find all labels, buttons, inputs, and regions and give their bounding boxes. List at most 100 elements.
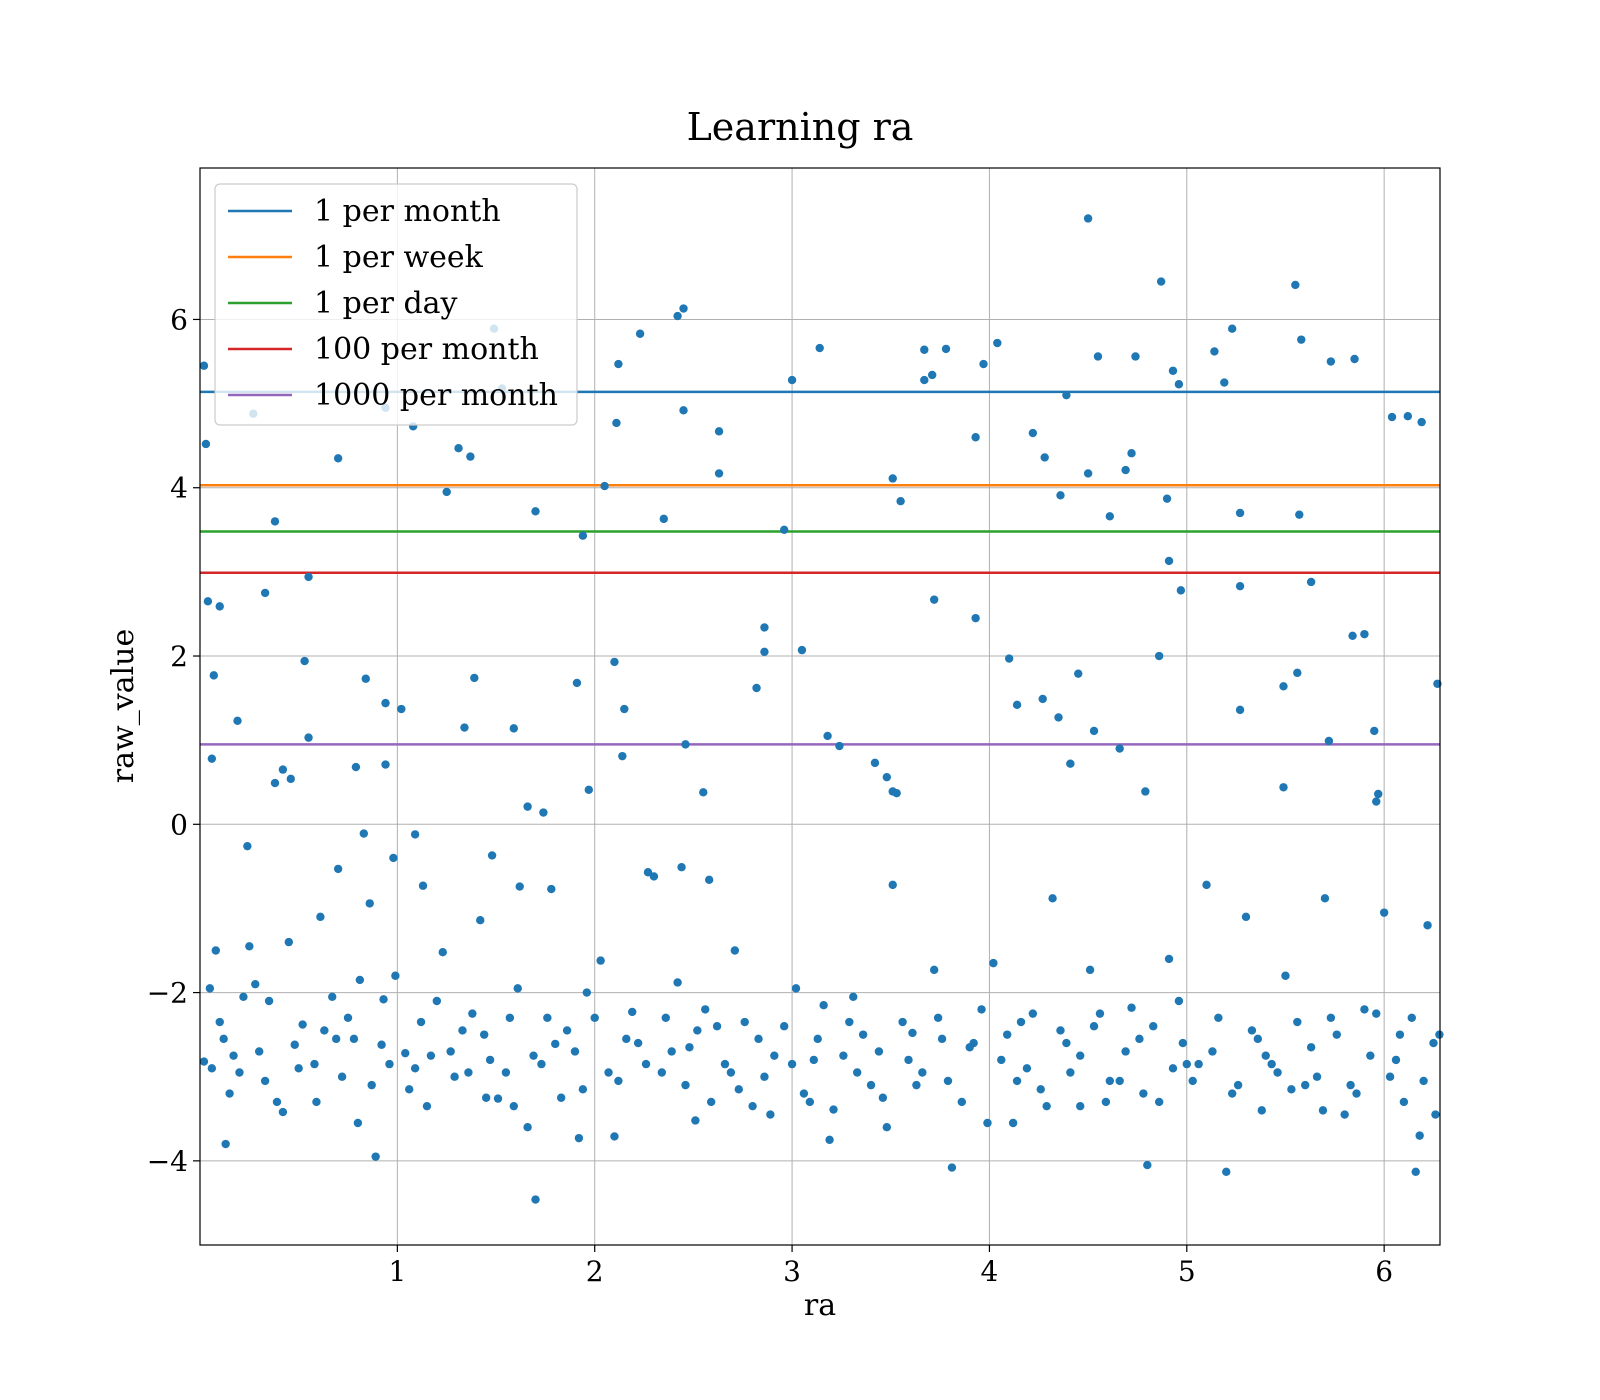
scatter-point (371, 1152, 380, 1161)
scatter-point (260, 588, 270, 598)
scatter-point (918, 1068, 927, 1077)
scatter-point (809, 1055, 818, 1065)
scatter-point (835, 741, 844, 751)
scatter-point (529, 1051, 538, 1060)
scatter-point (635, 329, 645, 338)
scatter-point (805, 1097, 815, 1107)
scatter-point (1036, 1085, 1045, 1094)
legend-entry: 100 per month (314, 332, 539, 367)
scatter-point (493, 1094, 503, 1103)
scatter-point (1089, 1022, 1099, 1031)
scatter-point (720, 1059, 730, 1069)
scatter-point (1016, 1017, 1026, 1027)
scatter-point (466, 452, 475, 461)
scatter-point (391, 971, 400, 980)
scatter-point (578, 1085, 588, 1094)
scatter-point (1374, 789, 1383, 799)
scatter-point (479, 1030, 489, 1039)
scatter-point (1164, 954, 1174, 964)
scatter-point (1178, 1038, 1188, 1048)
scatter-point (438, 947, 447, 957)
y-tick-label: 2 (170, 640, 188, 673)
scatter-point (1066, 759, 1075, 768)
scatter-point (531, 1195, 540, 1204)
scatter-point (779, 525, 789, 535)
scatter-point (205, 984, 215, 993)
scatter-point (1038, 694, 1047, 704)
scatter-point (1022, 1064, 1032, 1073)
scatter-point (264, 996, 274, 1006)
scatter-point (596, 956, 605, 965)
scatter-point (920, 375, 929, 385)
scatter-point (1291, 280, 1300, 290)
scatter-point (604, 1068, 613, 1077)
scatter-point (1387, 412, 1397, 422)
scatter-point (1127, 449, 1136, 458)
scatter-point (320, 1026, 329, 1035)
scatter-point (239, 992, 248, 1001)
scatter-point (211, 946, 220, 955)
scatter-point (937, 1034, 947, 1044)
scatter-point (1385, 1072, 1395, 1081)
scatter-point (1042, 1101, 1051, 1111)
scatter-point (1093, 352, 1103, 361)
scatter-point (243, 841, 252, 851)
scatter-point (825, 1135, 834, 1145)
scatter-point (1028, 1009, 1038, 1018)
scatter-point (600, 481, 609, 491)
scatter-point (333, 454, 343, 463)
scatter-point (1297, 335, 1306, 344)
legend: 1 per month 1 per week 1 per day 100 per mo… (214, 183, 578, 426)
x-tick-label: 3 (783, 1255, 801, 1288)
scatter-point (1143, 1160, 1152, 1170)
scatter-point (539, 808, 548, 817)
scatter-point (1417, 417, 1426, 427)
scatter-point (531, 507, 540, 516)
scatter-point (515, 882, 524, 891)
scatter-point (389, 853, 398, 863)
scatter-point (691, 1116, 700, 1125)
scatter-point (1074, 669, 1083, 678)
scatter-point (1419, 1076, 1428, 1086)
legend-box (214, 183, 578, 426)
scatter-point (278, 765, 288, 774)
scatter-point (679, 406, 688, 415)
scatter-point (203, 597, 213, 606)
scatter-point (1176, 586, 1186, 595)
scatter-point (760, 623, 769, 632)
scatter-point (410, 1064, 420, 1073)
scatter-point (201, 439, 211, 449)
scatter-point (941, 344, 951, 354)
scatter-point (1121, 465, 1130, 475)
scatter-point (641, 1059, 651, 1069)
scatter-point (468, 1009, 477, 1018)
scatter-point (416, 1017, 426, 1027)
scatter-point (1174, 380, 1184, 389)
scatter-point (225, 1089, 234, 1098)
scatter-point (300, 656, 309, 666)
scatter-point (1391, 1055, 1401, 1065)
scatter-point (989, 958, 998, 968)
legend-entry: 1000 per month (314, 378, 558, 413)
scatter-point (509, 724, 518, 733)
scatter-point (349, 1034, 359, 1044)
scatter-point (365, 899, 374, 908)
scatter-point (1168, 1064, 1178, 1073)
scatter-point (892, 788, 901, 798)
scatter-point (957, 1097, 967, 1107)
scatter-point (829, 1105, 838, 1114)
scatter-point (1040, 453, 1049, 462)
scatter-point (290, 1040, 299, 1049)
scatter-point (367, 1080, 376, 1090)
scatter-point (760, 1072, 769, 1081)
scatter-point (1301, 1080, 1310, 1090)
scatter-point (908, 1028, 917, 1038)
scatter-point (1340, 1110, 1349, 1119)
scatter-point (298, 1020, 307, 1029)
scatter-point (458, 1026, 467, 1035)
scatter-point (1154, 1097, 1164, 1107)
scatter-point (1306, 577, 1316, 587)
scatter-point (1415, 1131, 1424, 1140)
scatter-point (929, 595, 939, 604)
scatter-point (815, 343, 824, 353)
